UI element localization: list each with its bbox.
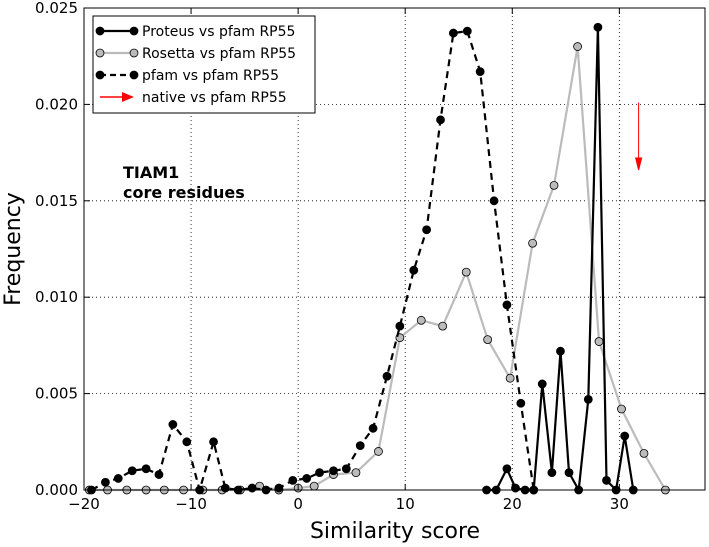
data-point [288, 475, 298, 485]
data-point [374, 447, 383, 456]
data-point [309, 481, 319, 491]
data-point [462, 26, 472, 36]
legend-label: pfam vs pfam RP55 [142, 68, 279, 84]
data-point [409, 265, 419, 275]
data-point [438, 321, 448, 331]
data-point [461, 267, 471, 277]
series-0 [482, 22, 638, 495]
data-point [556, 346, 565, 356]
y-tick-label: 0.000 [35, 481, 78, 499]
data-point [639, 448, 649, 458]
data-point [113, 474, 123, 483]
data-point [351, 468, 361, 478]
legend-marker [95, 70, 105, 80]
plot-frame [83, 7, 706, 491]
data-point [141, 464, 151, 474]
series-3 [634, 102, 643, 171]
data-point [209, 437, 218, 447]
legend-arrow-head [122, 92, 134, 102]
legend-marker [129, 70, 139, 80]
annotation-line-2: core residues [123, 183, 245, 202]
series-2 [87, 26, 539, 495]
x-tick-label: 30 [610, 495, 629, 513]
y-tick-label: 0.015 [35, 192, 78, 210]
data-point [302, 474, 312, 483]
data-point [274, 483, 284, 493]
data-point [528, 238, 538, 248]
legend-marker [129, 48, 139, 58]
data-point [516, 398, 526, 408]
annotation-line-1: TIAM1 [123, 163, 179, 182]
data-point [182, 437, 192, 447]
y-tick-label: 0.010 [35, 288, 78, 306]
data-point [416, 315, 426, 325]
series-layer [84, 22, 670, 495]
data-point [593, 22, 603, 32]
legend: Proteus vs pfam RP55 Rosetta vs pfam RP55… [92, 15, 316, 114]
data-point [382, 371, 392, 381]
data-point [448, 28, 458, 38]
data-point [564, 468, 574, 478]
data-point [395, 321, 405, 331]
y-tick-label: 0.020 [35, 95, 78, 113]
y-axis-label: Frequency [1, 192, 26, 306]
data-point [549, 180, 559, 190]
data-point [547, 468, 557, 478]
x-tick-label: 20 [503, 495, 522, 513]
data-point [602, 475, 611, 485]
data-point [341, 464, 351, 474]
legend-marker [129, 26, 139, 36]
native-arrow-head [634, 157, 643, 171]
data-point [594, 337, 604, 346]
x-tick-label: 10 [396, 495, 415, 513]
y-tick-label: 0.025 [35, 0, 78, 17]
x-tick-label: 0 [293, 495, 303, 513]
x-tick-label: −20 [68, 495, 100, 513]
data-point [154, 470, 164, 479]
data-point [436, 115, 445, 125]
data-point [101, 477, 110, 487]
data-point [537, 379, 547, 389]
series-line [90, 29, 535, 495]
data-point [502, 464, 512, 474]
data-point [502, 300, 512, 310]
data-point [573, 42, 582, 51]
data-point [422, 225, 432, 235]
data-point [329, 466, 338, 476]
legend-label: Proteus vs pfam RP55 [142, 24, 295, 40]
data-point [168, 420, 178, 429]
data-point [247, 483, 257, 493]
data-point [368, 423, 378, 433]
data-point [127, 466, 137, 476]
x-axis-label: Similarity score [310, 519, 480, 544]
data-point [489, 196, 499, 206]
data-point [483, 335, 493, 345]
y-tick-label: 0.005 [35, 385, 78, 403]
ticks: −20 −10 0 10 20 30 0.000 0.005 0.010 0.015 0.020 0.… [35, 0, 705, 513]
legend-items: Proteus vs pfam RP55 Rosetta vs pfam RP55… [95, 24, 296, 106]
legend-marker [95, 48, 105, 58]
x-tick-label: −10 [175, 495, 207, 513]
legend-label: native vs pfam RP55 [142, 90, 287, 106]
legend-marker [95, 26, 105, 36]
data-point [220, 483, 230, 493]
legend-label: Rosetta vs pfam RP55 [142, 46, 296, 62]
data-point [620, 431, 630, 441]
data-point [475, 67, 485, 77]
data-point [617, 404, 626, 414]
data-point [355, 441, 365, 451]
data-point [315, 468, 324, 478]
data-point [505, 373, 515, 383]
data-point [583, 394, 593, 404]
